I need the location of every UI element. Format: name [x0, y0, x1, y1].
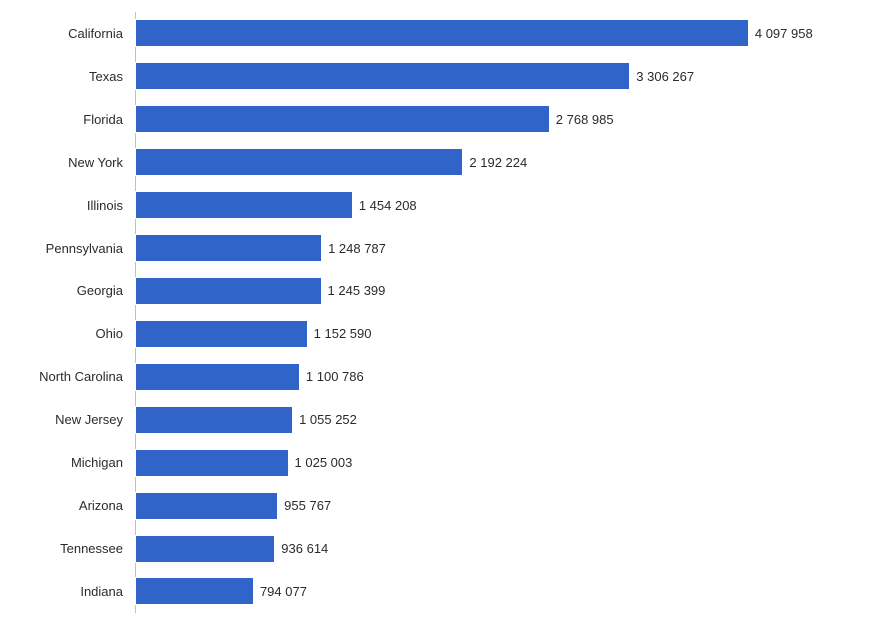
category-label: North Carolina	[0, 369, 129, 384]
chart-row: Ohio 1 152 590	[0, 313, 894, 355]
value-label: 1 025 003	[289, 455, 353, 470]
value-label: 1 245 399	[322, 283, 386, 298]
bar-track: 1 454 208	[135, 191, 884, 219]
value-label: 3 306 267	[630, 69, 694, 84]
value-label: 1 100 786	[300, 369, 364, 384]
chart-row: Georgia 1 245 399	[0, 270, 894, 312]
value-label: 2 192 224	[463, 155, 527, 170]
value-label: 1 152 590	[308, 326, 372, 341]
value-label: 794 077	[254, 584, 307, 599]
bar-track: 2 192 224	[135, 148, 884, 176]
bar-track: 1 100 786	[135, 363, 884, 391]
value-label: 1 055 252	[293, 412, 357, 427]
bar[interactable]	[135, 234, 322, 262]
category-label: Arizona	[0, 498, 129, 513]
bar[interactable]	[135, 449, 289, 477]
chart-row: Illinois 1 454 208	[0, 184, 894, 226]
category-label: Florida	[0, 112, 129, 127]
category-label: California	[0, 26, 129, 41]
chart-row: North Carolina 1 100 786	[0, 356, 894, 398]
chart-row: New York 2 192 224	[0, 141, 894, 183]
chart-row: Texas 3 306 267	[0, 55, 894, 97]
bar[interactable]	[135, 105, 550, 133]
bar-track: 955 767	[135, 492, 884, 520]
bar-track: 1 025 003	[135, 449, 884, 477]
value-label: 955 767	[278, 498, 331, 513]
category-label: Georgia	[0, 283, 129, 298]
category-label: New Jersey	[0, 412, 129, 427]
bar[interactable]	[135, 191, 353, 219]
category-label: Illinois	[0, 198, 129, 213]
bar-chart: California 4 097 958 Texas 3 306 267 Florida…	[0, 0, 894, 625]
bar-track: 1 248 787	[135, 234, 884, 262]
bar[interactable]	[135, 406, 293, 434]
value-label: 1 454 208	[353, 198, 417, 213]
category-label: New York	[0, 155, 129, 170]
category-label: Ohio	[0, 326, 129, 341]
value-label: 1 248 787	[322, 241, 386, 256]
bar[interactable]	[135, 363, 300, 391]
chart-row: Indiana 794 077	[0, 570, 894, 612]
category-label: Pennsylvania	[0, 241, 129, 256]
chart-row: California 4 097 958	[0, 12, 894, 54]
bar[interactable]	[135, 577, 254, 605]
bar[interactable]	[135, 148, 463, 176]
bar-track: 1 245 399	[135, 277, 884, 305]
chart-row: Pennsylvania 1 248 787	[0, 227, 894, 269]
bar-track: 3 306 267	[135, 62, 884, 90]
chart-row: Arizona 955 767	[0, 485, 894, 527]
bar-track: 794 077	[135, 577, 884, 605]
chart-row: Florida 2 768 985	[0, 98, 894, 140]
bar[interactable]	[135, 535, 275, 563]
bar[interactable]	[135, 277, 322, 305]
chart-row: New Jersey 1 055 252	[0, 399, 894, 441]
bar-track: 1 152 590	[135, 320, 884, 348]
bar-track: 936 614	[135, 535, 884, 563]
category-label: Michigan	[0, 455, 129, 470]
bar-track: 1 055 252	[135, 406, 884, 434]
bar[interactable]	[135, 19, 749, 47]
bar-track: 2 768 985	[135, 105, 884, 133]
bar[interactable]	[135, 62, 630, 90]
bar[interactable]	[135, 492, 278, 520]
chart-row: Michigan 1 025 003	[0, 442, 894, 484]
category-label: Texas	[0, 69, 129, 84]
value-label: 936 614	[275, 541, 328, 556]
value-label: 2 768 985	[550, 112, 614, 127]
bar-track: 4 097 958	[135, 19, 884, 47]
value-label: 4 097 958	[749, 26, 813, 41]
bar[interactable]	[135, 320, 308, 348]
chart-row: Tennessee 936 614	[0, 528, 894, 570]
category-label: Tennessee	[0, 541, 129, 556]
category-label: Indiana	[0, 584, 129, 599]
chart-rows: California 4 097 958 Texas 3 306 267 Florida…	[0, 12, 894, 613]
